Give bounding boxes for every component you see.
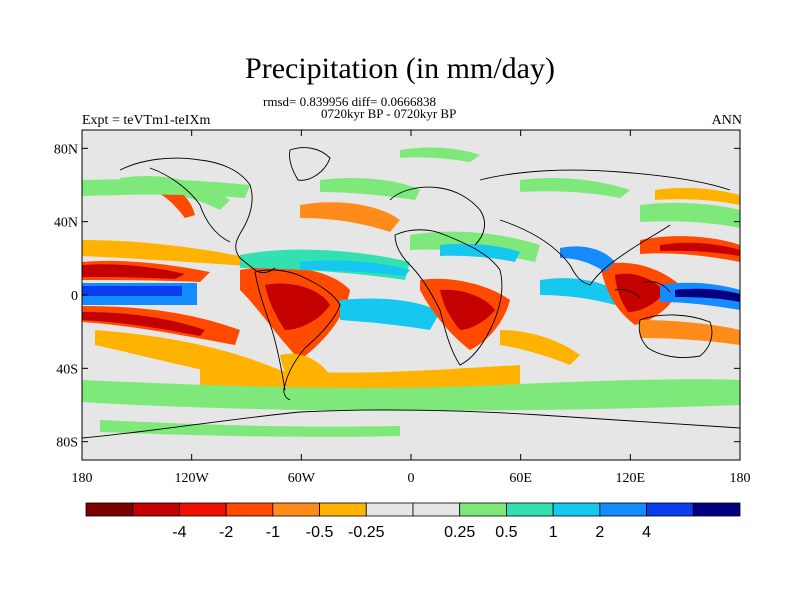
- colorbar-label: 2: [595, 524, 604, 541]
- field-patch: [100, 420, 400, 437]
- colorbar-label: 0.5: [495, 524, 517, 541]
- colorbar-label: -0.25: [348, 524, 385, 541]
- coastline: [389, 186, 486, 246]
- field-patch: [82, 286, 182, 296]
- y-tick-label: 0: [71, 289, 78, 304]
- colorbar-label: -2: [219, 524, 233, 541]
- experiment-label: Expt = teVTm1-teIXm: [82, 113, 211, 128]
- coastline: [394, 229, 503, 366]
- y-tick-label: 80S: [56, 436, 78, 451]
- field-patch: [400, 147, 480, 162]
- season-label: ANN: [711, 113, 742, 128]
- colorbar-label: -1: [266, 524, 280, 541]
- coastline: [614, 289, 641, 299]
- x-tick-label: 180: [72, 471, 93, 486]
- field-patch: [82, 264, 185, 279]
- y-tick-label: 40N: [54, 216, 78, 231]
- x-tick-label: 0: [408, 471, 415, 486]
- colorbar-swatch: [552, 502, 601, 517]
- coastline: [149, 167, 231, 243]
- coastline: [499, 219, 671, 286]
- colorbar-swatch: [646, 502, 694, 517]
- colorbar-label: 4: [642, 524, 651, 541]
- field-patch: [320, 178, 420, 200]
- colorbar-swatch: [365, 502, 414, 517]
- colorbar-swatch: [85, 502, 134, 517]
- coastline: [644, 281, 671, 293]
- field-patch: [655, 187, 740, 205]
- colorbar-label: -0.5: [306, 524, 334, 541]
- field-patch: [440, 289, 495, 330]
- stats-line: rmsd= 0.839956 diff= 0.0666838: [263, 94, 436, 109]
- coastline: [638, 314, 713, 359]
- colorbar-swatch: [319, 502, 367, 517]
- colorbar-label: -4: [172, 524, 186, 541]
- colorbar-swatch: [179, 502, 227, 517]
- field-patch: [300, 260, 410, 276]
- y-tick-label: 40S: [56, 362, 78, 377]
- field-patch: [615, 273, 665, 312]
- colorbar-swatch: [272, 502, 320, 517]
- colorbar-label: 1: [549, 524, 558, 541]
- colorbar-swatch: [692, 502, 741, 517]
- field-patch: [500, 330, 580, 365]
- colorbar-swatch: [506, 502, 554, 517]
- x-tick-label: 180: [730, 471, 751, 486]
- field-patch: [440, 243, 520, 262]
- field-patch: [300, 202, 400, 232]
- coastline: [119, 157, 276, 274]
- field-patch: [82, 312, 205, 336]
- field-patch: [82, 179, 250, 198]
- x-tick-label: 60W: [288, 471, 316, 486]
- field-patch: [340, 298, 440, 330]
- x-tick-label: 120W: [175, 471, 210, 486]
- field-patch: [520, 178, 630, 198]
- axis-ticks: 180 120W 60W 0 60E 120E 180 80N 40N 0 40S 80S: [54, 130, 751, 486]
- coastline: [289, 147, 331, 181]
- coastline: [479, 169, 731, 191]
- colorbar: -4 -2 -1 -0.5 -0.25 0.25 0.5 1 2 4: [85, 502, 741, 541]
- field-patch: [640, 320, 740, 345]
- field-patch: [675, 288, 740, 302]
- coastline: [82, 409, 740, 439]
- colorbar-swatch: [459, 502, 507, 517]
- colorbar-swatch: [599, 502, 647, 517]
- colorbar-swatch: [132, 502, 180, 517]
- field-patch: [82, 379, 740, 411]
- field-patch: [540, 278, 620, 305]
- field-patch: [265, 283, 330, 330]
- field-patch: [82, 240, 250, 266]
- coastlines: [82, 147, 740, 439]
- field-patch: [200, 360, 520, 393]
- field-patch: [560, 246, 615, 272]
- colorbar-swatch: [412, 502, 461, 517]
- anomaly-field: [82, 147, 740, 437]
- coastline: [254, 271, 286, 391]
- colorbar-label: 0.25: [444, 524, 475, 541]
- y-tick-label: 80N: [54, 142, 78, 157]
- field-patch: [640, 202, 740, 228]
- x-tick-label: 120E: [616, 471, 646, 486]
- x-tick-label: 60E: [509, 471, 532, 486]
- colorbar-swatch: [225, 502, 274, 517]
- period-line: 0720kyr BP - 0720kyr BP: [321, 106, 457, 121]
- field-patch: [660, 242, 740, 256]
- chart-title: Precipitation (in mm/day): [245, 52, 555, 85]
